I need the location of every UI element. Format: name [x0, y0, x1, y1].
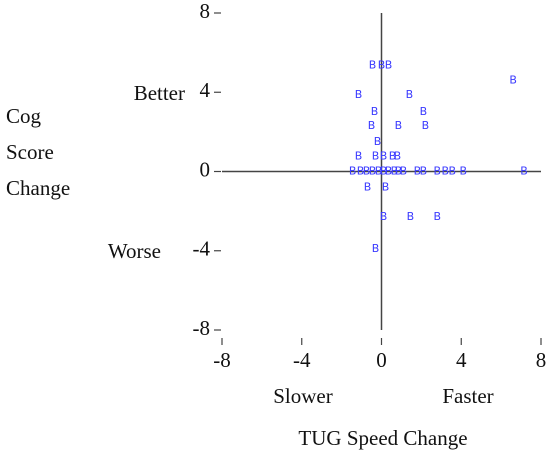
point: B: [414, 165, 422, 178]
point: B: [355, 88, 363, 101]
point: B: [420, 165, 428, 178]
point: B: [442, 165, 450, 178]
point: B: [380, 150, 388, 163]
point: B: [406, 88, 414, 101]
point: B: [385, 165, 393, 178]
point: B: [395, 119, 403, 132]
point: B: [459, 165, 467, 178]
point: B: [349, 165, 357, 178]
point: B: [400, 165, 408, 178]
point: B: [434, 165, 442, 178]
x-tick-label: -8: [213, 348, 231, 372]
annotation: Faster: [442, 384, 493, 408]
point: B: [375, 165, 383, 178]
point: B: [374, 135, 382, 148]
point: B: [378, 59, 386, 72]
x-tick-label: 0: [376, 348, 387, 372]
point: B: [357, 165, 365, 178]
point: B: [520, 165, 528, 178]
annotation: Better: [134, 81, 185, 105]
x-axis-label: TUG Speed Change: [298, 426, 467, 450]
point: B: [372, 150, 380, 163]
annotation: Slower: [273, 384, 333, 408]
x-tick-label: 4: [456, 348, 467, 372]
point: B: [394, 150, 402, 163]
point: B: [434, 210, 442, 223]
point: B: [355, 150, 363, 163]
point: B: [509, 73, 517, 86]
x-tick-label: 8: [536, 348, 547, 372]
y-tick-label: 0: [200, 157, 211, 181]
point: B: [371, 105, 379, 118]
point: B: [372, 242, 380, 255]
point: B: [380, 210, 388, 223]
point: B: [363, 165, 371, 178]
point: B: [369, 59, 377, 72]
point: B: [391, 165, 399, 178]
point: B: [407, 210, 415, 223]
x-tick-label: -4: [293, 348, 311, 372]
point: B: [395, 165, 403, 178]
point: B: [389, 150, 397, 163]
point: B: [380, 165, 388, 178]
point: B: [385, 59, 393, 72]
point: B: [449, 165, 457, 178]
y-tick-label: -4: [193, 237, 211, 261]
y-tick-label: -8: [193, 316, 211, 340]
point: B: [369, 165, 377, 178]
annotation: Worse: [108, 239, 161, 263]
y-tick-label: 4: [200, 78, 211, 102]
point: B: [420, 105, 428, 118]
point: B: [382, 180, 390, 193]
point: B: [368, 119, 376, 132]
y-axis-label: Cog Score Change: [6, 104, 71, 200]
point: B: [422, 119, 430, 132]
point: B: [364, 180, 372, 193]
y-tick-label: 8: [200, 0, 211, 23]
